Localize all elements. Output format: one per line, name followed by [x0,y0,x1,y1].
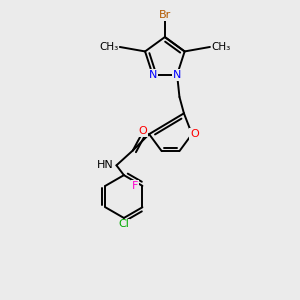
Text: O: O [139,126,148,136]
Text: N: N [148,70,157,80]
Text: CH₃: CH₃ [212,42,231,52]
Text: HN: HN [97,160,114,170]
Text: N: N [173,70,181,80]
Text: CH₃: CH₃ [99,42,118,52]
Text: Cl: Cl [118,220,129,230]
Text: O: O [190,129,199,139]
Text: Br: Br [159,10,171,20]
Text: F: F [132,181,138,191]
